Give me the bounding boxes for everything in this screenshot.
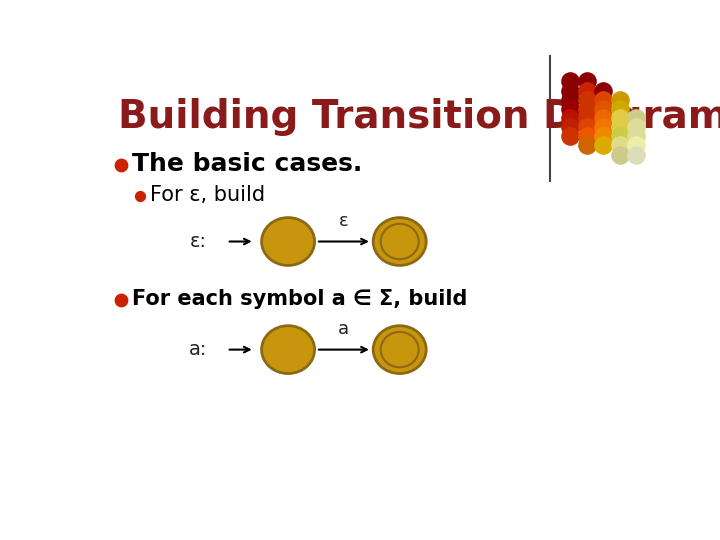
Point xyxy=(614,114,626,123)
Point xyxy=(581,141,593,150)
Point xyxy=(581,86,593,95)
Ellipse shape xyxy=(261,218,315,266)
Point xyxy=(630,141,642,150)
Point xyxy=(581,105,593,113)
Point xyxy=(630,114,642,123)
Text: For ε, build: For ε, build xyxy=(150,185,266,205)
Point xyxy=(598,123,609,132)
Text: For each symbol a ∈ Σ, build: For each symbol a ∈ Σ, build xyxy=(132,289,467,309)
Point xyxy=(614,105,626,113)
Ellipse shape xyxy=(373,218,426,266)
Point xyxy=(598,86,609,95)
Point xyxy=(598,141,609,150)
Text: ε: ε xyxy=(339,212,348,230)
Point xyxy=(115,160,127,169)
Point xyxy=(581,132,593,140)
Point xyxy=(630,123,642,132)
Point xyxy=(564,77,576,86)
Point xyxy=(135,192,146,200)
Point xyxy=(564,96,576,104)
Point xyxy=(564,105,576,113)
Text: Building Transition Diagrams: Building Transition Diagrams xyxy=(118,98,720,136)
Ellipse shape xyxy=(381,332,418,367)
Ellipse shape xyxy=(261,326,315,374)
Point xyxy=(564,123,576,132)
Point xyxy=(630,150,642,159)
Point xyxy=(581,77,593,86)
Point xyxy=(564,114,576,123)
Point xyxy=(115,295,127,304)
Point xyxy=(581,114,593,123)
Ellipse shape xyxy=(373,326,426,374)
Point xyxy=(581,123,593,132)
Point xyxy=(581,96,593,104)
Point xyxy=(598,114,609,123)
Point xyxy=(614,123,626,132)
Text: a: a xyxy=(338,320,349,339)
Point xyxy=(598,105,609,113)
Ellipse shape xyxy=(381,224,418,259)
Point xyxy=(614,141,626,150)
Text: a:: a: xyxy=(189,340,207,359)
Text: ε:: ε: xyxy=(190,232,207,251)
Text: The basic cases.: The basic cases. xyxy=(132,152,362,176)
Point xyxy=(564,86,576,95)
Point xyxy=(630,132,642,140)
Point xyxy=(614,132,626,140)
Point xyxy=(598,96,609,104)
Point xyxy=(598,132,609,140)
Point xyxy=(614,96,626,104)
Point xyxy=(564,132,576,140)
Point xyxy=(614,150,626,159)
